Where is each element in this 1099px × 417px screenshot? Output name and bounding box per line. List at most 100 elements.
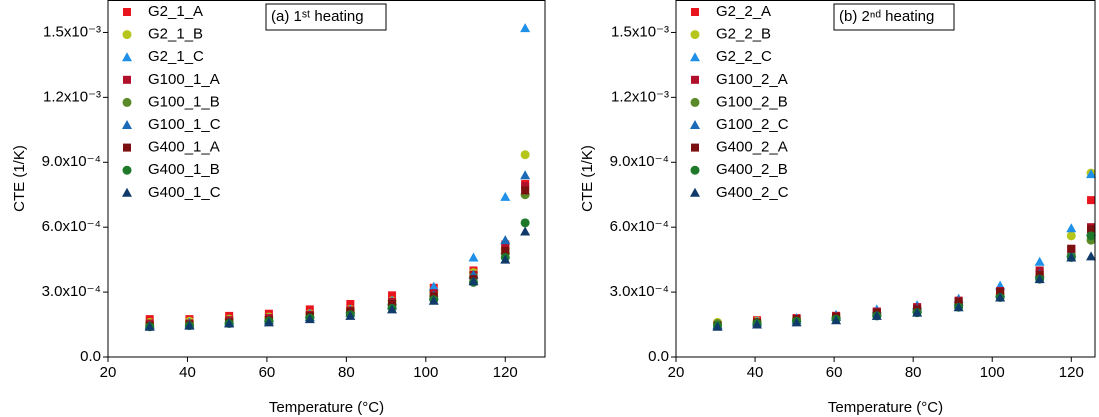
data-point [1034,274,1045,284]
legend-label: G400_1_C [148,184,221,201]
x-tick-label: 100 [980,364,1005,381]
data-point [521,186,530,195]
legend-marker [123,143,131,152]
data-point [520,226,531,236]
legend-label: G400_1_A [148,139,220,156]
data-point [184,320,195,330]
data-point [521,182,530,191]
x-tick-label: 40 [179,364,196,381]
data-point [388,291,397,300]
x-tick-label: 40 [747,364,764,381]
legend-label: G2_2_C [716,48,772,65]
legend-marker [123,8,131,16]
x-tick-label: 120 [493,364,518,381]
legend-label: G400_1_B [148,161,220,178]
chart-title: (b) 2ⁿᵈ heating [839,8,934,25]
data-point [1086,251,1097,261]
legend-label: G400_2_A [716,139,788,156]
data-point [1086,231,1096,241]
legend-label: G100_1_C [148,116,221,133]
legend-marker [691,143,699,152]
y-axis-label: CTE (1/K) [11,145,28,212]
legend-marker [122,165,132,175]
data-point [995,292,1006,302]
data-point [1066,223,1077,233]
title-box [265,3,387,31]
legend-marker [690,97,700,107]
x-tick-label: 20 [100,364,117,381]
data-point [791,317,802,327]
legend-label: G2_1_A [148,3,203,20]
legend-marker [690,165,700,175]
data-point [520,218,530,228]
data-point [304,314,315,324]
y-tick-label: 1.5x10⁻³ [611,23,669,40]
legend-marker [690,52,700,62]
data-point [871,310,882,320]
data-point [501,242,510,251]
data-point [468,276,479,286]
data-point [954,297,963,306]
data-point [953,302,964,312]
data-point [1034,256,1045,266]
y-tick-label: 0.0 [80,348,101,365]
legend-label: G2_1_B [148,26,203,43]
x-axis-label: Temperature (°C) [269,399,384,416]
legend-marker [691,8,699,16]
data-point [468,252,479,262]
y-tick-label: 1.2x10⁻³ [611,88,669,105]
y-tick-label: 6.0x10⁻⁴ [610,218,669,235]
x-tick-label: 100 [413,364,438,381]
x-axis-label: Temperature (°C) [828,399,943,416]
legend-label: G400_2_C [716,184,789,201]
y-tick-label: 3.0x10⁻⁴ [42,283,101,300]
legend-label: G2_2_A [716,3,771,20]
y-axis-label: CTE (1/K) [579,145,596,212]
x-tick-label: 120 [1059,364,1084,381]
data-point [1087,225,1096,234]
x-tick-label: 60 [826,364,843,381]
data-point [996,288,1005,297]
data-point [912,307,923,317]
legend-label: G100_1_A [148,71,220,88]
data-point [387,304,398,314]
legend-marker [122,120,132,129]
chart-title: (a) 1ˢᵗ heating [271,8,364,25]
legend-marker [690,30,700,40]
x-tick-label: 20 [668,364,685,381]
plot-frame [675,0,1096,358]
legend-marker [691,75,699,84]
data-point [346,299,355,308]
legend-marker [122,52,132,62]
data-point [1066,252,1077,262]
legend-label: G100_2_A [716,71,788,88]
y-tick-label: 3.0x10⁻⁴ [610,283,669,300]
legend-marker [122,187,132,197]
legend-label: G100_2_B [716,93,788,110]
data-point [520,170,531,180]
y-tick-label: 0.0 [648,348,669,365]
data-point [500,191,511,201]
y-tick-label: 1.2x10⁻³ [43,88,101,105]
data-point [1086,169,1097,179]
data-point [428,281,439,291]
legend-marker [690,187,700,197]
legend-marker [123,75,131,84]
y-tick-label: 9.0x10⁻⁴ [42,153,101,170]
x-tick-label: 80 [338,364,355,381]
data-point [520,150,530,160]
legend-marker [122,97,132,107]
data-point [500,235,511,245]
data-point [263,317,274,327]
legend-marker [122,30,132,40]
data-point [831,315,842,325]
title-box [833,3,955,31]
y-tick-label: 1.5x10⁻³ [43,23,101,40]
y-tick-label: 9.0x10⁻⁴ [610,153,669,170]
data-point [1066,231,1076,241]
legend-label: G100_2_C [716,116,789,133]
data-point [520,23,531,33]
data-point [428,295,439,305]
data-point [500,254,511,264]
